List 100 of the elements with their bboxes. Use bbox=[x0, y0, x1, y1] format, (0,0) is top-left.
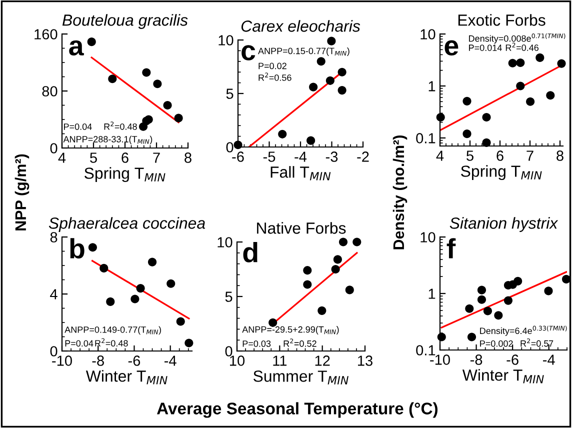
chart-title: Exotic Forbs bbox=[458, 14, 546, 26]
annotation: P=0.002 bbox=[480, 340, 513, 347]
x-tick-label: 5 bbox=[90, 152, 97, 163]
y-tick-label: 5 bbox=[226, 88, 234, 99]
text: Average Seasonal Temperature (°C) bbox=[156, 402, 438, 418]
annotation: ANPP=0.149-0.77(T$_{MIN}$) bbox=[64, 326, 161, 335]
x-tick-label: -8 bbox=[92, 356, 104, 366]
point bbox=[166, 279, 176, 288]
y-tick-label: 0 bbox=[50, 346, 58, 356]
point bbox=[465, 304, 474, 313]
point bbox=[148, 258, 157, 266]
y-tick-label: 5 bbox=[225, 292, 232, 302]
annotation: P=0.014 bbox=[469, 44, 502, 51]
chart-title: Sitanion hystrix bbox=[450, 217, 558, 232]
annotation: e bbox=[444, 40, 458, 56]
x-tick-label: 13 bbox=[358, 356, 372, 366]
point bbox=[345, 286, 354, 294]
point bbox=[467, 332, 476, 342]
point bbox=[526, 97, 535, 106]
x-tick-label: -4 bbox=[164, 356, 176, 366]
x-tick-label: -8 bbox=[470, 354, 482, 365]
x-axis-title: Spring T$_{MIN}$ bbox=[84, 167, 166, 182]
y-tick-label: 0 bbox=[226, 142, 234, 152]
y-tick-label: 10 bbox=[218, 237, 232, 248]
point bbox=[338, 68, 346, 76]
x-axis-title: Winter T$_{MIN}$ bbox=[86, 370, 168, 384]
x-tick-label: 6 bbox=[122, 152, 128, 163]
annotation: P=0.04 bbox=[64, 124, 92, 130]
point bbox=[278, 130, 287, 138]
point bbox=[483, 306, 492, 316]
point bbox=[331, 264, 340, 274]
point bbox=[303, 280, 312, 289]
annotation: ANPP=0.15-0.77(T$_{MIN}$) bbox=[258, 48, 350, 56]
point bbox=[436, 112, 445, 122]
annotation: f bbox=[446, 238, 456, 258]
annotation: Density=6.4e$^{0.33(TMIN)}$ bbox=[480, 326, 567, 336]
annotation: R$^{2}$=0.48 bbox=[104, 122, 137, 130]
point bbox=[136, 284, 145, 293]
point bbox=[482, 112, 491, 122]
point bbox=[318, 306, 326, 315]
annotation: R$^{2}$=0.52 bbox=[284, 338, 316, 347]
point bbox=[333, 255, 342, 264]
y-tick-label: 0.1 bbox=[416, 133, 436, 144]
y-tick-label: 8 bbox=[50, 232, 58, 242]
x-tick-label: 5 bbox=[466, 150, 474, 161]
y-axis-title: NPP (g/m²) bbox=[14, 154, 30, 230]
point bbox=[477, 295, 486, 304]
point bbox=[176, 317, 185, 326]
point bbox=[338, 238, 348, 246]
x-axis-title: Fall T$_{MIN}$ bbox=[270, 166, 331, 180]
y-tick-label: 160 bbox=[34, 29, 58, 40]
point bbox=[142, 68, 151, 77]
point bbox=[326, 76, 334, 85]
point bbox=[494, 311, 503, 320]
x-tick-label: -6 bbox=[232, 152, 244, 162]
point bbox=[153, 80, 162, 88]
annotation: b bbox=[70, 238, 84, 259]
annotation: c bbox=[242, 45, 256, 60]
point bbox=[462, 96, 472, 106]
point bbox=[316, 57, 326, 66]
annotation: ANPP=-29.5+2.99(T$_{MIN}$) bbox=[242, 326, 339, 334]
x-tick-label: -6 bbox=[128, 356, 140, 366]
annotation: ANPP=288-33.1(T$_{MIN}$) bbox=[63, 136, 152, 144]
point bbox=[309, 82, 318, 92]
x-tick-label: 12 bbox=[315, 356, 330, 366]
annotation: a bbox=[69, 40, 84, 56]
annotation: Density=0.008e$^{0.71(TMIN)}$ bbox=[469, 33, 566, 44]
annotation: P=0.02 bbox=[258, 62, 286, 70]
x-tick-label: 7 bbox=[153, 152, 160, 163]
point bbox=[508, 58, 517, 68]
point bbox=[338, 86, 346, 95]
chart-title: Bouteloua gracilis bbox=[62, 14, 188, 29]
y-tick-label: 10 bbox=[218, 35, 234, 46]
x-axis-title: Spring T$_{MIN}$ bbox=[461, 165, 542, 180]
point bbox=[546, 91, 555, 100]
point bbox=[306, 136, 316, 145]
point bbox=[130, 294, 140, 304]
x-tick-label: -10 bbox=[52, 356, 72, 366]
x-tick-label: 11 bbox=[273, 356, 287, 366]
annotation: P=0.03 bbox=[242, 340, 271, 347]
point bbox=[557, 59, 566, 68]
chart-title: Native Forbs bbox=[257, 222, 346, 234]
annotation: R$^{2}$=0.57 bbox=[520, 338, 554, 347]
annotation: P=0.04 bbox=[65, 340, 94, 347]
point bbox=[303, 266, 312, 275]
point bbox=[544, 286, 553, 296]
point bbox=[100, 264, 108, 272]
y-tick-label: 0 bbox=[225, 346, 232, 356]
y-tick-label: 0 bbox=[50, 143, 58, 154]
point bbox=[482, 138, 491, 147]
point bbox=[88, 243, 97, 252]
point bbox=[536, 53, 544, 62]
x-tick-label: -4 bbox=[294, 152, 307, 162]
x-tick-label: -10 bbox=[430, 354, 450, 365]
x-tick-label: 6 bbox=[496, 150, 504, 161]
x-tick-label: 4 bbox=[436, 150, 444, 161]
x-tick-label: -5 bbox=[263, 152, 276, 162]
point bbox=[87, 38, 96, 46]
x-tick-label: -4 bbox=[543, 354, 555, 365]
annotation: R$^{2}$=0.46 bbox=[506, 42, 539, 51]
